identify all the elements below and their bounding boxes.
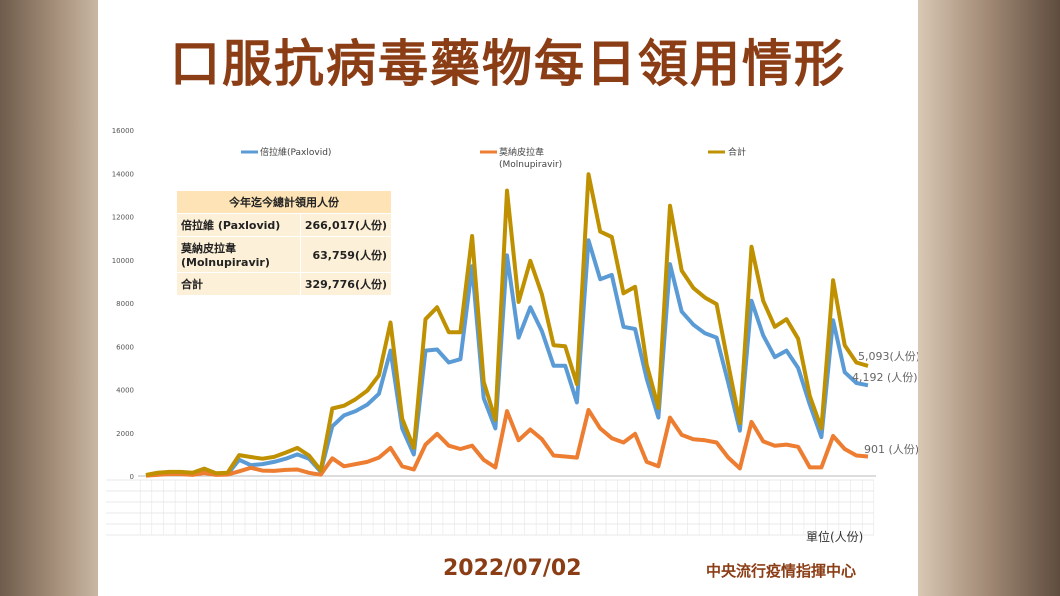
y-tick-label: 12000 [112, 214, 134, 222]
background-left [0, 0, 98, 596]
series-lines [145, 172, 869, 478]
y-tick-label: 2000 [116, 430, 134, 438]
legend-label-molnupiravir: 莫納皮拉韋 (Molnupiravir) [499, 146, 562, 170]
legend-label-total: 合計 [728, 146, 746, 158]
end-label-molnupiravir: 901 (人份) [864, 443, 918, 456]
summary-row: 倍拉維 (Paxlovid) 266,017(人份) [176, 213, 393, 237]
unit-label: 單位(人份) [806, 530, 864, 544]
legend-label-molnupiravir-cn: 莫納皮拉韋 [499, 146, 544, 158]
summary-value: 329,776(人份) [299, 272, 393, 296]
y-tick-label: 14000 [112, 170, 134, 178]
summary-row: 莫納皮拉韋 (Molnupiravir) 63,759(人份) [176, 236, 393, 273]
report-date: 2022/07/02 [443, 556, 582, 581]
series-line-paxlovid [145, 238, 869, 478]
chart-legend: 倍拉維(Paxlovid) 莫納皮拉韋 (Molnupiravir) 合計 [241, 146, 746, 170]
page-title: 口服抗病毒藥物每日領用情形 [170, 35, 846, 93]
summary-row: 合計 329,776(人份) [176, 272, 393, 296]
y-tick-label: 4000 [116, 387, 134, 395]
summary-value: 63,759(人份) [299, 236, 393, 273]
series-line-total [145, 172, 869, 477]
y-tick-label: 0 [130, 473, 134, 481]
summary-value: 266,017(人份) [299, 213, 393, 237]
organization-name: 中央流行疫情指揮中心 [706, 562, 857, 580]
end-label-paxlovid: 4,192 (人份) [852, 371, 918, 384]
chart-card: 口服抗病毒藥物每日領用情形 0 2000 4000 6000 8000 10000 1200… [98, 0, 918, 596]
data-table [106, 479, 875, 536]
y-tick-label: 8000 [116, 300, 134, 308]
summary-label: 莫納皮拉韋 (Molnupiravir) [176, 236, 301, 273]
summary-label: 合計 [176, 272, 301, 296]
legend-label-molnupiravir-en: (Molnupiravir) [499, 160, 562, 170]
series-line-molnupiravir [145, 408, 869, 478]
legend-label-paxlovid: 倍拉維(Paxlovid) [260, 146, 331, 158]
y-axis: 0 2000 4000 6000 8000 10000 12000 14000 16000 [112, 127, 876, 481]
y-tick-label: 10000 [112, 257, 134, 265]
background-right [918, 0, 1060, 596]
y-tick-label: 16000 [112, 127, 134, 135]
end-label-total: 5,093(人份) [858, 350, 918, 363]
summary-header: 今年迄今總計領用人份 [176, 190, 392, 214]
y-tick-label: 6000 [116, 343, 134, 351]
line-chart: 0 2000 4000 6000 8000 10000 12000 14000 16000 倍拉… [106, 127, 918, 536]
summary-table: 今年迄今總計領用人份 倍拉維 (Paxlovid) 266,017(人份) 莫納… [176, 190, 393, 296]
summary-label: 倍拉維 (Paxlovid) [176, 213, 301, 237]
